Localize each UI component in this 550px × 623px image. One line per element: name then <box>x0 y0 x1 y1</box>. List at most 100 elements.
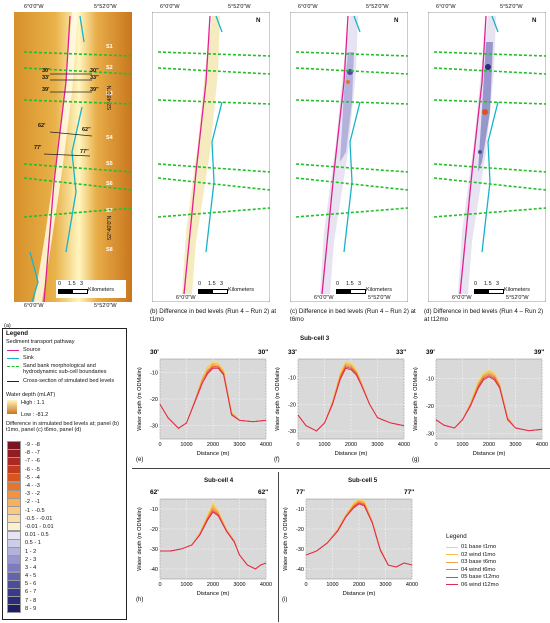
subcell3-title: Sub-cell 3 <box>300 335 330 342</box>
y-tick-label: -10 <box>296 507 304 513</box>
difference-map-b <box>151 11 271 303</box>
profile-chart-f: 33' 33'' 0 1000 2000 3000 4000 -10 -20 -30 Distanc… <box>274 349 410 463</box>
legend-class-label: 6 - 7 <box>25 589 37 596</box>
subcell-s8: S8 <box>106 247 113 253</box>
series-line-icon <box>446 584 458 586</box>
series-line-icon <box>446 546 458 548</box>
legend-class-label: -1 - -0.5 <box>25 507 45 514</box>
coord-bottom-left-d: 6°0'0"W <box>452 295 472 301</box>
series-legend-label: 05 base t12mo <box>461 574 500 581</box>
series-line <box>160 511 267 570</box>
depth-color-ramp <box>7 400 17 414</box>
y-tick-label: -10 <box>150 507 158 513</box>
x-axis-label: Distance (m) <box>343 591 376 597</box>
caption-d: (d) Difference in bed levels (Run 4 – Ru… <box>424 308 544 323</box>
x-tick-label: 2000 <box>345 442 357 448</box>
section-end-label: 33'' <box>396 349 407 356</box>
subcell-s4: S4 <box>106 135 113 141</box>
legend-class-label: 5 - 6 <box>25 581 37 588</box>
north-arrow-icon: N <box>394 17 399 24</box>
source-line-icon <box>7 350 19 352</box>
cross-section-line-icon <box>7 381 19 382</box>
series-legend-item: 01 base t1mo <box>446 544 499 552</box>
legend-class-label: 1 - 2 <box>25 548 37 555</box>
map-legend: Legend Sediment transport pathway Source… <box>2 328 127 620</box>
lat-upper-label: 52°48'0"N <box>107 85 113 110</box>
coord-top-right-b: 5°52'0"W <box>228 4 251 10</box>
caption-c: (c) Difference in bed levels (Run 4 – Ru… <box>290 308 416 323</box>
section-label-33b: 33'' <box>90 75 99 81</box>
panel-letter: (h) <box>136 597 143 603</box>
source-line <box>43 15 71 303</box>
x-tick-label: 4000 <box>260 582 272 588</box>
map-panel-d: N 0 1.5 3 Kilometers <box>427 11 547 303</box>
coord-bottom-right-a: 5°52'0"W <box>94 303 117 309</box>
legend-class-label: -5 - -4 <box>25 474 40 481</box>
x-tick-label: 2000 <box>353 582 365 588</box>
section-start-label: 62' <box>150 489 159 496</box>
coord-bottom-left-c: 6°0'0"W <box>314 295 334 301</box>
y-tick-label: -30 <box>288 429 296 435</box>
y-tick-label: -10 <box>150 370 158 376</box>
legend-sink: Sink <box>23 355 34 361</box>
section-end-label: 77'' <box>404 489 415 496</box>
y-axis-label: Water depth (m ODMalin) <box>137 507 143 571</box>
legend-class-label: -0.5 - -0.01 <box>25 515 53 522</box>
subcell-s7: S7 <box>106 208 113 214</box>
x-tick-label: 0 <box>296 442 299 448</box>
divider-vertical <box>278 472 279 622</box>
section-label-77a: 77' <box>34 145 42 151</box>
north-arrow-icon: N <box>532 17 537 24</box>
boundary-line-icon <box>7 366 19 367</box>
legend-class-label: 4 - 5 <box>25 573 37 580</box>
legend-class-label: -0.01 - 0.01 <box>25 523 54 530</box>
legend-class-label: -3 - -2 <box>25 491 40 498</box>
subcell5-title: Sub-cell 5 <box>348 477 378 484</box>
coord-top-left-d: 6°0'0"W <box>436 4 456 10</box>
legend-boundaries: Sand bank morphological and hydrodynamic… <box>23 363 107 376</box>
legend-diff-title: Difference in simulated bed levels at; p… <box>6 421 120 434</box>
profile-chart-h: 62' 62'' 0 1000 2000 3000 4000 -10 -20 -30 -40 Dist… <box>136 489 272 603</box>
series-line-icon <box>446 554 458 556</box>
section-label-39a: 39' <box>42 87 50 93</box>
x-axis-label: Distance (m) <box>335 451 368 457</box>
series-legend-item: 05 base t12mo <box>446 574 499 582</box>
legend-class-label: 8 - 9 <box>25 605 37 612</box>
x-tick-label: 2000 <box>207 442 219 448</box>
series-line <box>159 367 267 429</box>
legend-class-label: -9 - -8 <box>25 442 40 449</box>
x-axis-label: Distance (m) <box>197 591 230 597</box>
x-tick-label: 1000 <box>180 442 192 448</box>
series-line <box>435 376 543 432</box>
profile-chart-i: 77' 77'' 0 1000 2000 3000 4000 -10 -20 -30 -40 Dist… <box>282 489 418 603</box>
y-tick-label: -30 <box>296 547 304 553</box>
section-end-label: 30'' <box>258 349 269 356</box>
divider-horizontal <box>132 468 550 469</box>
section-label-62b: 62'' <box>82 127 91 133</box>
y-axis-label: Water depth (m ODMalin) <box>137 367 143 431</box>
legend-class-label: 2 - 3 <box>25 556 37 563</box>
legend-class-label: -6 - -5 <box>25 466 40 473</box>
series-legend-label: 01 base t1mo <box>461 544 497 551</box>
series-legend-item: 02 wind t1mo <box>446 551 499 559</box>
scale-bar-b: 0 1.5 3 Kilometers <box>198 281 254 294</box>
map-panel-c: N 0 1.5 3 Kilometers <box>289 11 409 303</box>
x-tick-label: 3000 <box>233 442 245 448</box>
legend-low: Low : -81.2 <box>21 412 49 418</box>
y-tick-label: -10 <box>426 376 434 382</box>
scale-bar: 0 1.5 3 Kilometers <box>56 280 126 298</box>
legend-class-label: 3 - 4 <box>25 564 37 571</box>
y-tick-label: -30 <box>426 431 434 437</box>
coord-top-left-b: 6°0'0"W <box>160 4 180 10</box>
section-start-label: 77' <box>296 489 305 496</box>
section-start-label: 30' <box>150 349 159 356</box>
x-tick-label: 1000 <box>180 582 192 588</box>
series-line-icon <box>446 569 458 571</box>
legend-class-label: 0.01 - 0.5 <box>25 532 49 539</box>
x-tick-label: 1000 <box>318 442 330 448</box>
section-label-77b: 77'' <box>80 149 89 155</box>
x-tick-label: 1000 <box>456 442 468 448</box>
coord-bottom-left-a: 6°0'0"W <box>24 303 44 309</box>
sink-line-icon <box>7 358 19 360</box>
series-legend-item: 04 wind t6mo <box>446 566 499 574</box>
